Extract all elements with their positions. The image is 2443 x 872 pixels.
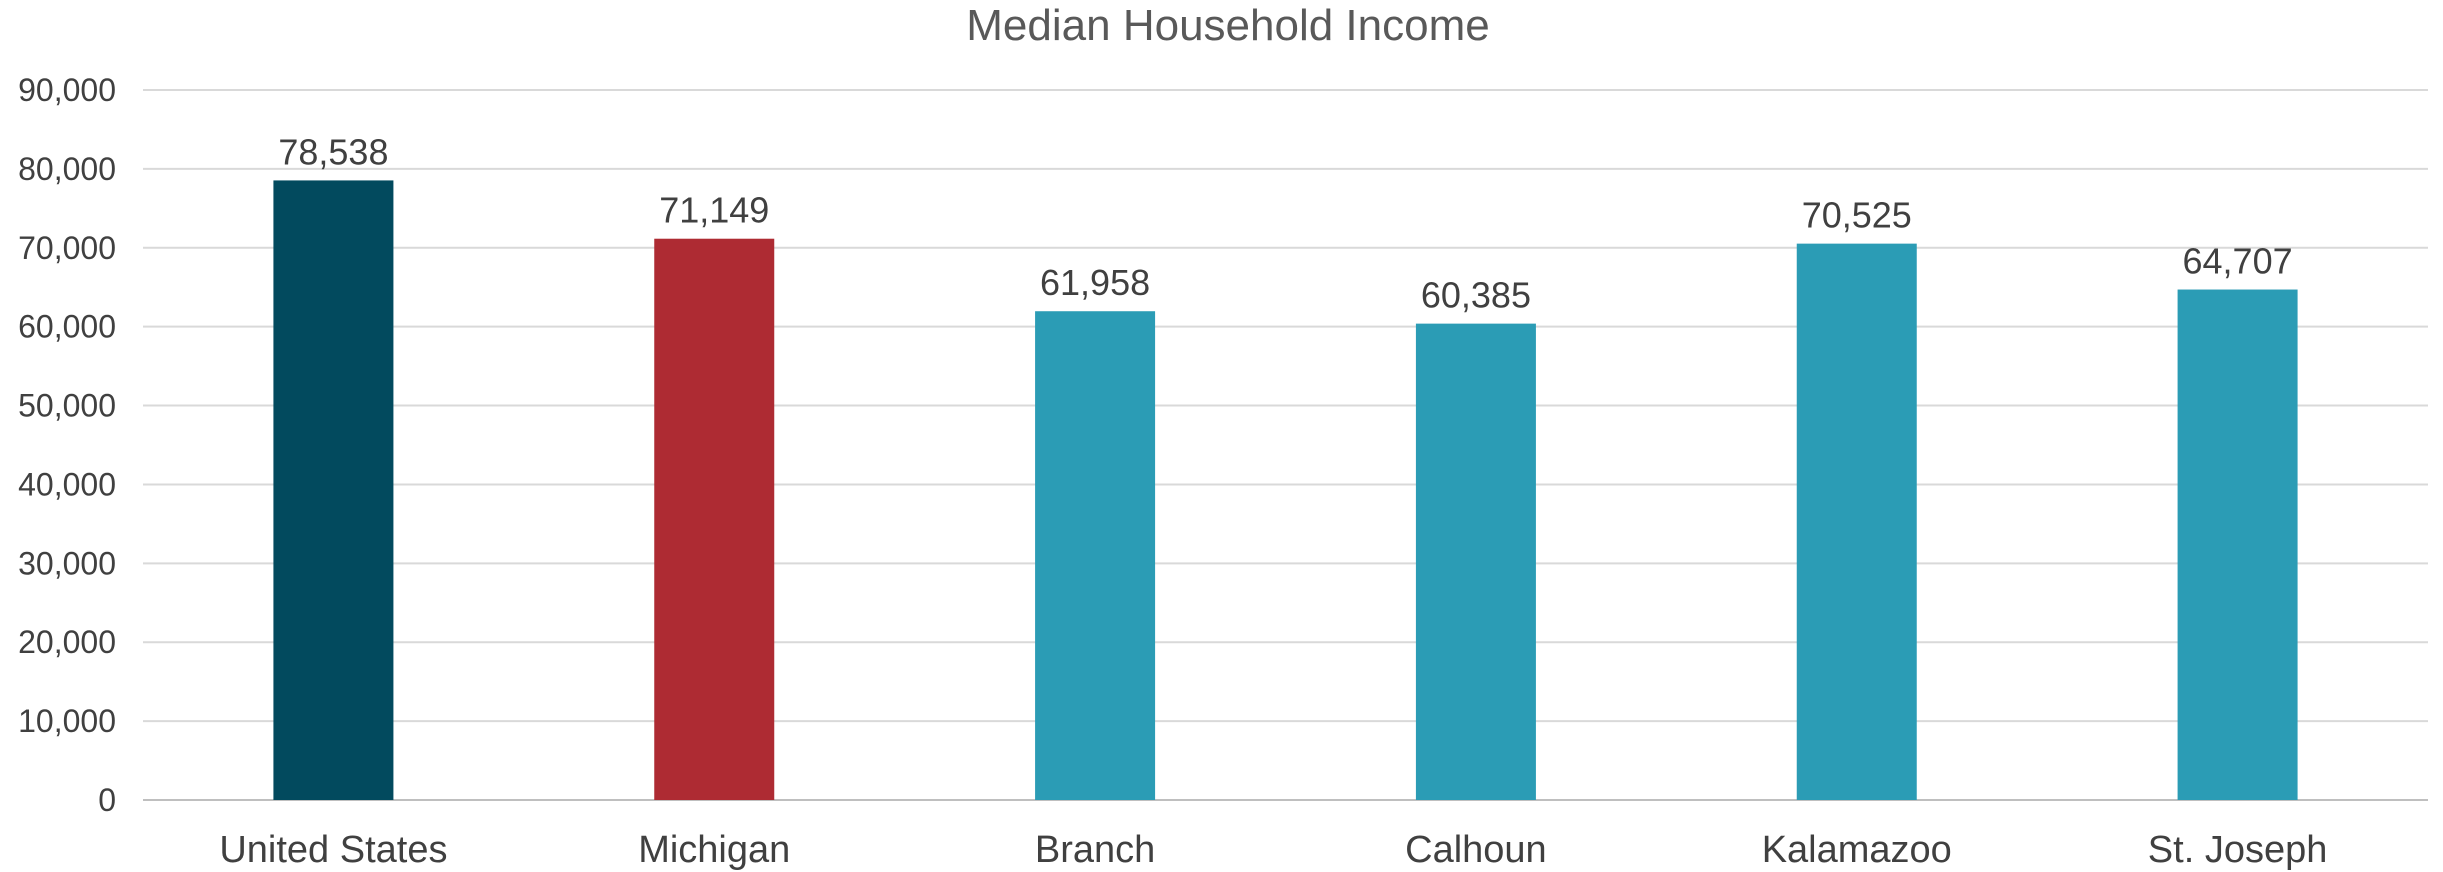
bar-kalamazoo [1796,243,1917,800]
chart-title: Median Household Income [966,1,1489,50]
x-tick-label: St. Joseph [2148,829,2328,871]
bar-michigan [654,238,775,800]
y-tick-label: 50,000 [18,388,116,424]
data-label: 70,525 [1802,195,1912,236]
bars [273,180,2298,801]
data-label: 71,149 [659,190,769,231]
x-tick-label: Calhoun [1405,829,1547,871]
y-tick-label: 90,000 [18,72,116,108]
y-tick-label: 30,000 [18,545,116,581]
data-label: 64,707 [2183,241,2293,282]
x-axis-tick-labels: United States Michigan Branch Calhoun Kalama… [219,829,2327,871]
data-label: 60,385 [1421,275,1531,316]
bar-calhoun [1415,323,1536,800]
y-tick-label: 70,000 [18,230,116,266]
data-label: 78,538 [278,131,388,172]
bar-st-joseph [2177,289,2298,800]
y-tick-label: 10,000 [18,703,116,739]
y-tick-label: 0 [98,782,116,818]
gridlines [143,89,2428,801]
y-tick-label: 60,000 [18,309,116,345]
x-tick-label: United States [219,829,447,871]
x-tick-label: Kalamazoo [1762,829,1952,871]
bar-branch [1035,311,1156,800]
data-labels: 78,538 71,149 61,958 60,385 70,525 64,707 [278,131,2292,315]
y-tick-label: 80,000 [18,151,116,187]
y-tick-label: 20,000 [18,624,116,660]
y-tick-label: 40,000 [18,466,116,502]
y-axis-tick-labels: 0 10,000 20,000 30,000 40,000 50,000 60,000 70,… [18,72,116,818]
bar-united-states [273,180,394,801]
x-tick-label: Branch [1035,829,1155,871]
x-tick-label: Michigan [638,829,790,871]
data-label: 61,958 [1040,262,1150,303]
